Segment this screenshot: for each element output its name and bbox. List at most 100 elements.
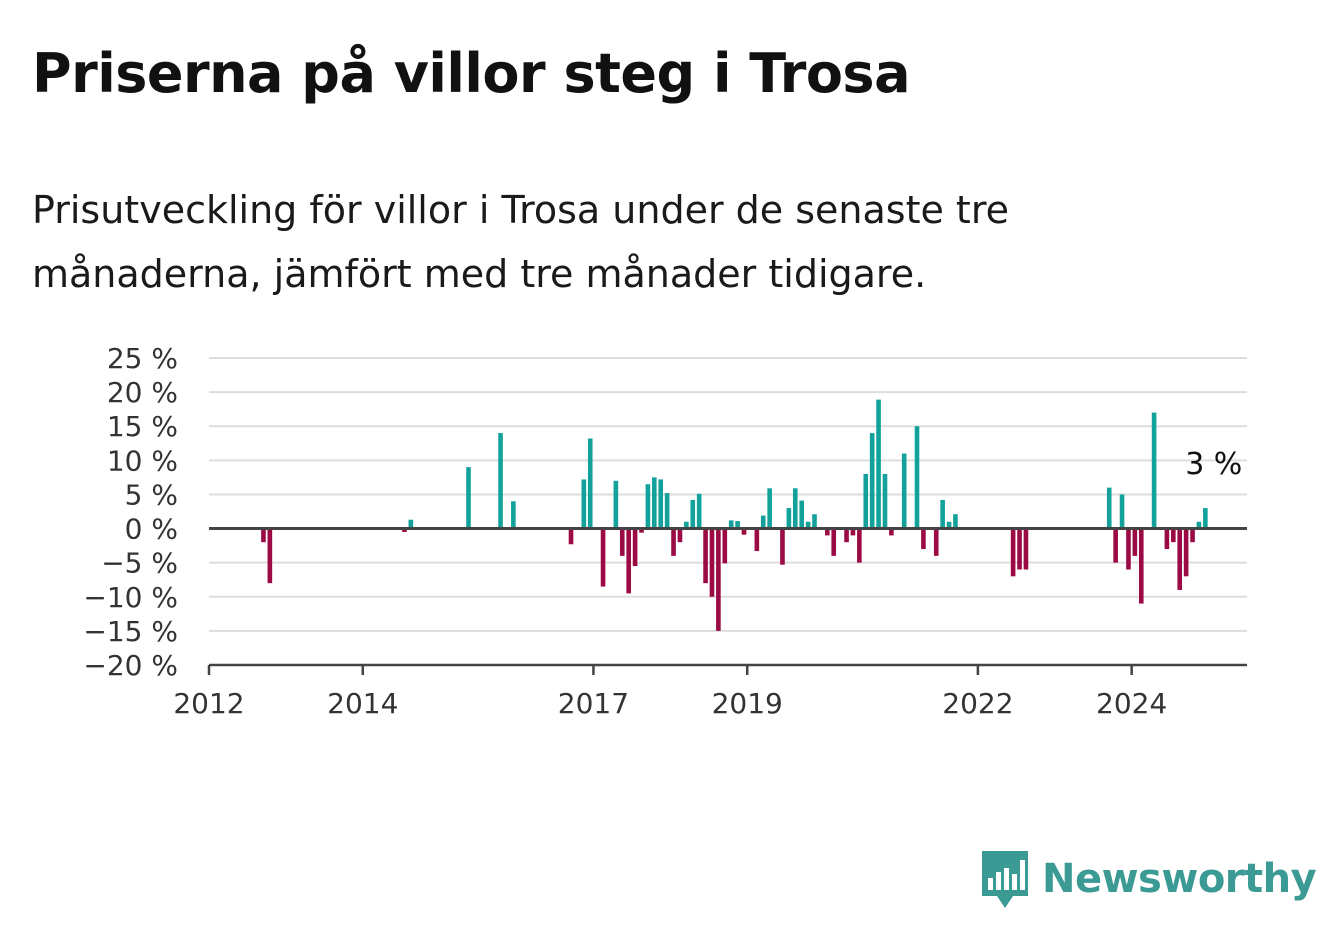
bar xyxy=(671,528,676,556)
chart-title: Priserna på villor steg i Trosa xyxy=(32,42,911,105)
labels: 25 %20 %15 %10 %5 %0 %−5 %−10 %−15 %−20 … xyxy=(83,342,1242,720)
bar xyxy=(1171,528,1176,543)
newsworthy-logo: Newsworthy xyxy=(980,848,1317,910)
bar xyxy=(863,473,869,529)
bar xyxy=(652,477,657,529)
bar xyxy=(953,514,958,529)
bar xyxy=(889,528,894,536)
bar xyxy=(568,528,574,545)
y-tick-label: 0 % xyxy=(125,513,178,546)
bar xyxy=(799,500,804,529)
x-tick-label: 2014 xyxy=(327,687,398,720)
x-tick-label: 2022 xyxy=(942,687,1013,720)
bar xyxy=(613,480,619,529)
bar xyxy=(869,433,875,529)
bar xyxy=(466,467,471,529)
bar xyxy=(709,528,715,597)
brand-name: Newsworthy xyxy=(1042,856,1317,902)
bar xyxy=(696,493,702,529)
bars xyxy=(261,399,1208,631)
bar xyxy=(882,473,888,529)
chart-subtitle: Prisutveckling för villor i Trosa under … xyxy=(32,188,1009,296)
bar xyxy=(760,515,766,529)
bar-chart: 25 %20 %15 %10 %5 %0 %−5 %−10 %−15 %−20 … xyxy=(83,342,1247,720)
bar xyxy=(1177,528,1183,590)
bar xyxy=(645,484,651,529)
bar xyxy=(677,528,683,543)
bar xyxy=(1164,528,1170,550)
bar xyxy=(901,453,907,529)
bar xyxy=(1151,412,1157,529)
y-tick-label: 10 % xyxy=(107,444,178,477)
bar xyxy=(850,528,856,536)
bar xyxy=(626,528,631,594)
bar xyxy=(1023,528,1029,570)
bar-chart-speech-bubble-icon xyxy=(982,851,1028,908)
y-tick-label: 15 % xyxy=(107,410,178,443)
bar xyxy=(664,493,670,529)
bar xyxy=(703,528,708,584)
bar xyxy=(511,501,516,529)
bar xyxy=(408,519,414,529)
y-tick-label: 20 % xyxy=(107,376,178,409)
grid-lines xyxy=(209,357,1247,632)
bar xyxy=(658,479,664,529)
bar xyxy=(754,528,760,552)
bar xyxy=(825,528,830,536)
bar xyxy=(690,499,696,529)
y-tick-label: −10 % xyxy=(83,581,178,614)
bar xyxy=(1203,508,1208,529)
bar xyxy=(946,521,952,529)
bar xyxy=(786,508,792,529)
bar xyxy=(767,488,772,529)
bar xyxy=(876,399,881,529)
x-tick-label: 2019 xyxy=(712,687,783,720)
bar xyxy=(1138,528,1144,604)
bar xyxy=(933,528,939,556)
bar xyxy=(728,520,734,529)
bar xyxy=(722,528,728,564)
bar xyxy=(1196,521,1202,529)
axes xyxy=(207,527,1247,675)
bar xyxy=(632,528,638,567)
bar xyxy=(812,514,817,529)
bar xyxy=(735,521,740,529)
bar xyxy=(741,528,747,535)
bar xyxy=(844,528,849,543)
bar xyxy=(805,521,811,529)
bar xyxy=(1183,528,1189,577)
bar xyxy=(940,499,945,529)
y-tick-label: 25 % xyxy=(107,342,178,375)
x-tick-label: 2017 xyxy=(558,687,629,720)
bar xyxy=(1106,487,1112,529)
bar xyxy=(587,438,593,529)
bar xyxy=(267,528,273,584)
bar xyxy=(1017,528,1022,570)
bar xyxy=(261,528,266,543)
bar xyxy=(914,426,920,529)
bar xyxy=(498,433,503,529)
bar xyxy=(684,521,689,529)
bar xyxy=(1010,528,1016,577)
bar xyxy=(780,528,785,565)
bar xyxy=(402,528,407,532)
bar xyxy=(792,488,798,529)
bar xyxy=(1119,494,1125,529)
bar xyxy=(831,528,837,556)
bar xyxy=(921,528,926,550)
y-tick-label: −5 % xyxy=(101,547,178,580)
bar xyxy=(857,528,862,563)
x-tick-label: 2012 xyxy=(173,687,244,720)
bar xyxy=(1113,528,1118,563)
bar xyxy=(1126,528,1131,570)
x-tick-label: 2024 xyxy=(1096,687,1167,720)
y-tick-label: −15 % xyxy=(83,615,178,648)
latest-value-label: 3 % xyxy=(1185,447,1242,482)
bar xyxy=(716,528,721,631)
bar xyxy=(581,479,587,529)
y-tick-label: −20 % xyxy=(83,649,178,682)
bar xyxy=(639,528,644,533)
bar xyxy=(1190,528,1195,543)
bar xyxy=(600,528,606,587)
y-tick-label: 5 % xyxy=(125,478,178,511)
